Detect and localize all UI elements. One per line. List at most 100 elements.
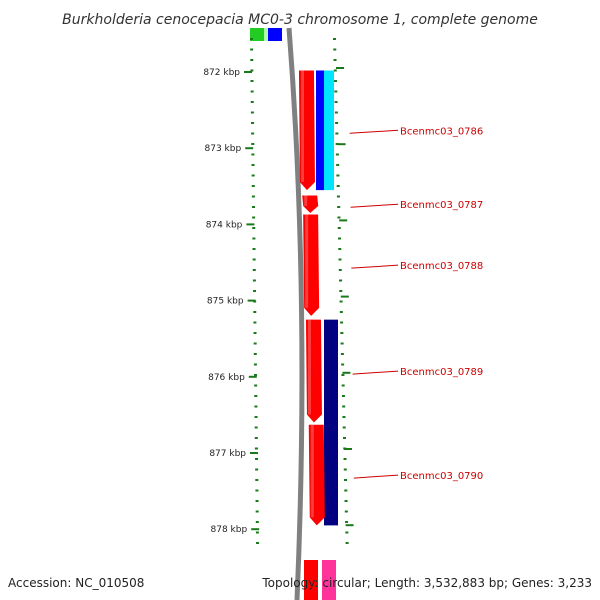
minor-tick bbox=[251, 122, 255, 124]
minor-tick bbox=[253, 290, 257, 292]
label-leader bbox=[349, 129, 399, 134]
minor-tick bbox=[334, 80, 338, 82]
genome-summary: Topology: circular; Length: 3,532,883 bp… bbox=[261, 576, 592, 590]
minor-tick bbox=[338, 248, 342, 250]
minor-tick bbox=[253, 363, 257, 366]
minor-tick bbox=[254, 426, 258, 429]
minor-tick bbox=[345, 542, 349, 544]
minor-tick bbox=[251, 143, 255, 145]
minor-tick bbox=[253, 311, 257, 313]
minor-ticks-left bbox=[250, 38, 260, 544]
label-leader bbox=[352, 370, 399, 375]
minor-tick bbox=[337, 216, 341, 219]
minor-tick bbox=[252, 237, 256, 240]
tick-label: 876 kbp bbox=[208, 373, 245, 383]
minor-tick bbox=[252, 258, 256, 261]
feature-block bbox=[316, 70, 324, 191]
gene-label[interactable]: Bcenmc03_0786 bbox=[400, 126, 483, 137]
minor-tick bbox=[250, 69, 254, 72]
minor-tick bbox=[252, 248, 256, 250]
minor-tick bbox=[250, 111, 254, 114]
minor-ticks-right bbox=[333, 38, 349, 544]
minor-tick bbox=[342, 426, 346, 429]
minor-tick bbox=[334, 101, 338, 103]
gene-highlight bbox=[307, 319, 311, 415]
major-tick-right bbox=[345, 524, 354, 527]
minor-tick bbox=[255, 521, 259, 523]
tick-label: 873 kbp bbox=[205, 144, 242, 154]
minor-tick bbox=[345, 531, 349, 534]
minor-tick bbox=[344, 489, 348, 492]
gene-highlight bbox=[304, 195, 308, 206]
tick-label: 874 kbp bbox=[206, 220, 243, 230]
minor-tick bbox=[253, 353, 257, 355]
minor-tick bbox=[339, 279, 343, 282]
major-tick-left bbox=[245, 147, 254, 150]
minor-tick bbox=[336, 185, 340, 187]
minor-tick bbox=[341, 395, 345, 397]
minor-tick bbox=[337, 206, 341, 208]
gene-label[interactable]: Bcenmc03_0790 bbox=[400, 471, 483, 482]
minor-tick bbox=[336, 195, 340, 198]
minor-tick bbox=[254, 416, 258, 418]
major-tick-right bbox=[336, 67, 344, 69]
top-edge-features bbox=[250, 28, 282, 41]
gene-label[interactable]: Bcenmc03_0788 bbox=[400, 261, 483, 272]
edge-feature-red bbox=[304, 560, 318, 600]
minor-tick bbox=[335, 132, 339, 135]
minor-tick bbox=[333, 38, 336, 40]
minor-tick bbox=[340, 342, 344, 345]
minor-tick bbox=[255, 510, 259, 513]
minor-tick bbox=[342, 416, 346, 418]
minor-tick bbox=[250, 48, 254, 51]
tick-label: 878 kbp bbox=[211, 525, 248, 535]
gene-label[interactable]: Bcenmc03_0787 bbox=[400, 200, 483, 211]
minor-tick bbox=[335, 153, 339, 156]
minor-tick bbox=[255, 468, 259, 471]
feature-track bbox=[316, 70, 338, 526]
minor-tick bbox=[254, 395, 258, 397]
minor-tick bbox=[254, 437, 258, 439]
tick-label: 875 kbp bbox=[207, 297, 244, 307]
minor-tick bbox=[339, 290, 343, 292]
minor-tick bbox=[337, 227, 341, 229]
minor-tick bbox=[250, 101, 254, 103]
label-leader bbox=[350, 203, 399, 208]
minor-tick bbox=[251, 195, 255, 198]
accession-text: Accession: NC_010508 bbox=[8, 576, 144, 590]
minor-tick bbox=[255, 458, 259, 460]
gene-highlight bbox=[305, 214, 309, 308]
minor-tick bbox=[254, 384, 258, 387]
minor-tick bbox=[252, 206, 256, 208]
axis-ticks: 872 kbp 873 kbp 874 kbp 875 kbp 876 kbp 877 k… bbox=[203, 67, 354, 535]
major-tick-left bbox=[251, 528, 260, 531]
gene-label[interactable]: Bcenmc03_0789 bbox=[400, 367, 483, 378]
minor-tick bbox=[333, 48, 337, 51]
major-tick-left bbox=[248, 375, 257, 378]
minor-tick bbox=[342, 405, 346, 408]
minor-tick bbox=[343, 468, 347, 471]
edge-feature-light-green bbox=[264, 28, 268, 41]
minor-tick bbox=[345, 521, 349, 523]
minor-tick bbox=[250, 59, 254, 61]
major-tick-left bbox=[250, 452, 258, 454]
edge-feature-blue bbox=[268, 28, 282, 41]
minor-tick bbox=[338, 269, 342, 271]
minor-tick bbox=[250, 80, 254, 82]
minor-tick bbox=[250, 90, 254, 93]
edge-feature-green bbox=[250, 28, 264, 41]
minor-tick bbox=[335, 122, 339, 124]
major-tick-right bbox=[337, 143, 346, 146]
minor-tick bbox=[344, 510, 348, 513]
feature-block bbox=[324, 319, 338, 526]
minor-tick bbox=[251, 164, 255, 166]
minor-tick bbox=[255, 479, 259, 481]
minor-tick bbox=[339, 300, 343, 303]
minor-tick bbox=[341, 363, 345, 366]
minor-tick bbox=[254, 374, 258, 376]
major-tick-left bbox=[244, 71, 252, 73]
minor-tick bbox=[337, 237, 341, 240]
minor-tick bbox=[255, 500, 259, 502]
minor-tick bbox=[343, 458, 347, 460]
